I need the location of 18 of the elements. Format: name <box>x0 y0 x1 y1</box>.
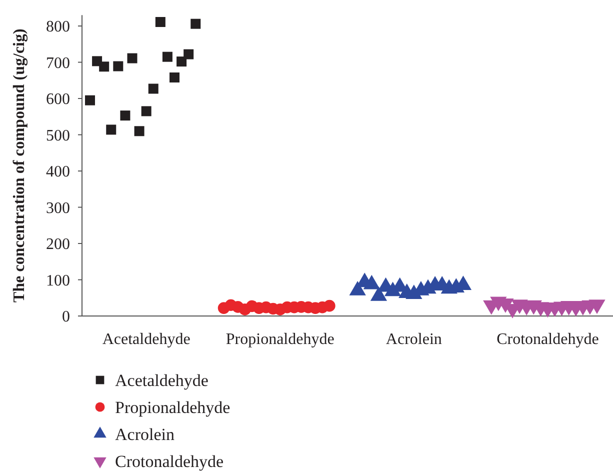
y-tick-label: 600 <box>46 91 70 108</box>
y-tick-label: 800 <box>46 18 70 36</box>
x-tick-label: Propionaldehyde <box>226 331 334 348</box>
y-tick-label: 0 <box>62 308 70 326</box>
legend-label: Acetaldehyde <box>115 371 208 390</box>
x-tick-label: Acrolein <box>386 331 442 348</box>
y-tick-label: 200 <box>46 236 70 254</box>
legend-label: Acrolein <box>115 425 175 444</box>
y-tick-label: 400 <box>46 164 70 181</box>
y-axis-title: The concentration of compound (ug/cig) <box>11 28 28 302</box>
x-tick-label: Crotonaldehyde <box>496 331 599 348</box>
y-tick-label: 100 <box>46 272 70 290</box>
y-tick-label: 700 <box>46 54 70 72</box>
y-tick-label: 500 <box>46 127 70 144</box>
x-tick-label: Acetaldehyde <box>102 331 190 348</box>
legend-label: Crotonaldehyde <box>115 452 224 471</box>
legend-label: Propionaldehyde <box>115 398 230 417</box>
y-tick-label: 300 <box>46 200 70 217</box>
